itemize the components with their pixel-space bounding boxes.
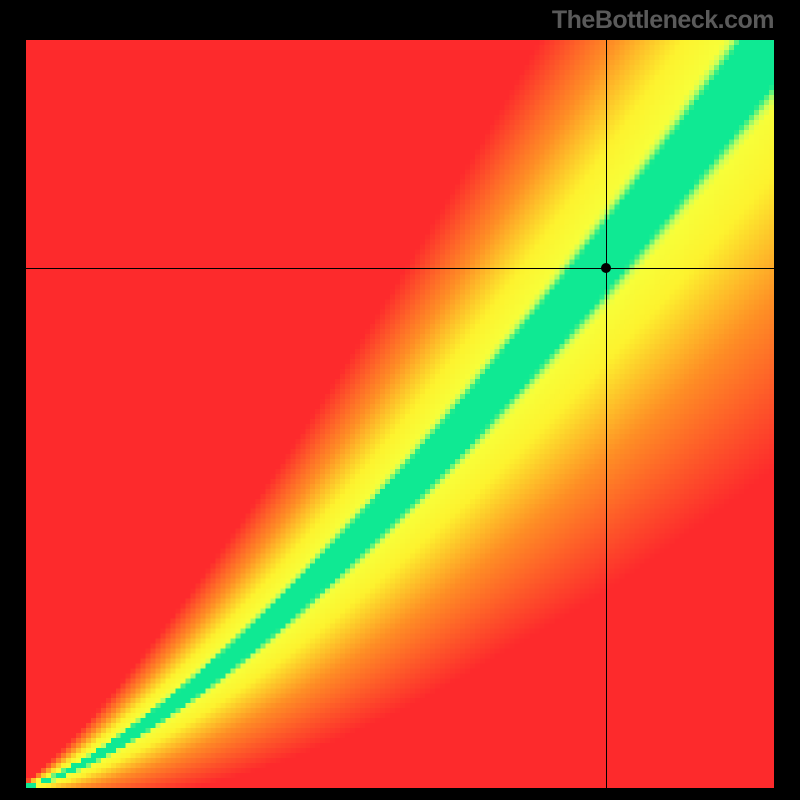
watermark-text: TheBottleneck.com [552, 6, 774, 35]
crosshair-vertical [606, 40, 607, 788]
heatmap-canvas [26, 40, 774, 788]
crosshair-marker [601, 263, 611, 273]
crosshair-horizontal [26, 268, 774, 269]
plot-area [26, 40, 774, 788]
